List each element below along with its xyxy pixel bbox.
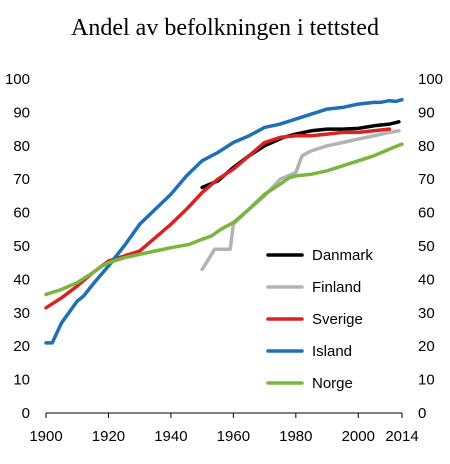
y-tick-label-right: 10 xyxy=(418,372,435,389)
y-tick-label-right: 60 xyxy=(418,205,435,222)
y-tick-label-left: 0 xyxy=(22,405,30,422)
legend-label-sverige: Sverige xyxy=(312,311,363,328)
legend-label-finland: Finland xyxy=(312,279,361,296)
x-tick-label: 2014 xyxy=(385,428,418,445)
y-tick-label-left: 50 xyxy=(13,238,30,255)
series-line-island xyxy=(44,97,404,345)
y-tick-label-right: 50 xyxy=(418,238,435,255)
y-tick-label-right: 40 xyxy=(418,271,435,288)
y-tick-label-left: 60 xyxy=(13,205,30,222)
y-tick-label-left: 10 xyxy=(13,372,30,389)
series-line-finland xyxy=(200,129,401,272)
y-tick-label-left: 100 xyxy=(5,71,30,88)
x-tick-label: 1900 xyxy=(29,428,62,445)
y-tick-label-left: 80 xyxy=(13,138,30,155)
legend: Danmark Finland Sverige Island Norge xyxy=(266,247,373,392)
y-tick-label-left: 30 xyxy=(13,305,30,322)
x-tick-label: 1940 xyxy=(154,428,187,445)
y-tick-label-left: 40 xyxy=(13,271,30,288)
y-tick-label-right: 0 xyxy=(418,405,426,422)
legend-label-island: Island xyxy=(312,343,352,360)
y-tick-label-right: 80 xyxy=(418,138,435,155)
series-lines xyxy=(44,97,404,345)
legend-label-norge: Norge xyxy=(312,375,353,392)
y-tick-label-left: 90 xyxy=(13,104,30,121)
y-tick-label-right: 20 xyxy=(418,338,435,355)
x-tick-label: 1920 xyxy=(92,428,125,445)
series-line-norge xyxy=(44,142,404,297)
x-tick-label: 2000 xyxy=(342,428,375,445)
y-tick-label-right: 100 xyxy=(418,71,443,88)
x-tick-label: 1960 xyxy=(217,428,250,445)
y-tick-label-right: 30 xyxy=(418,305,435,322)
y-tick-label-right: 90 xyxy=(418,104,435,121)
axes: 1900 1920 1940 1960 1980 2000 2014010203040506… xyxy=(5,71,443,445)
x-tick-label: 1980 xyxy=(279,428,312,445)
y-tick-label-right: 70 xyxy=(418,171,435,188)
y-tick-label-left: 20 xyxy=(13,338,30,355)
chart-title: Andel av befolkningen i tettsted xyxy=(71,15,379,41)
legend-label-danmark: Danmark xyxy=(312,247,373,264)
y-tick-label-left: 70 xyxy=(13,171,30,188)
